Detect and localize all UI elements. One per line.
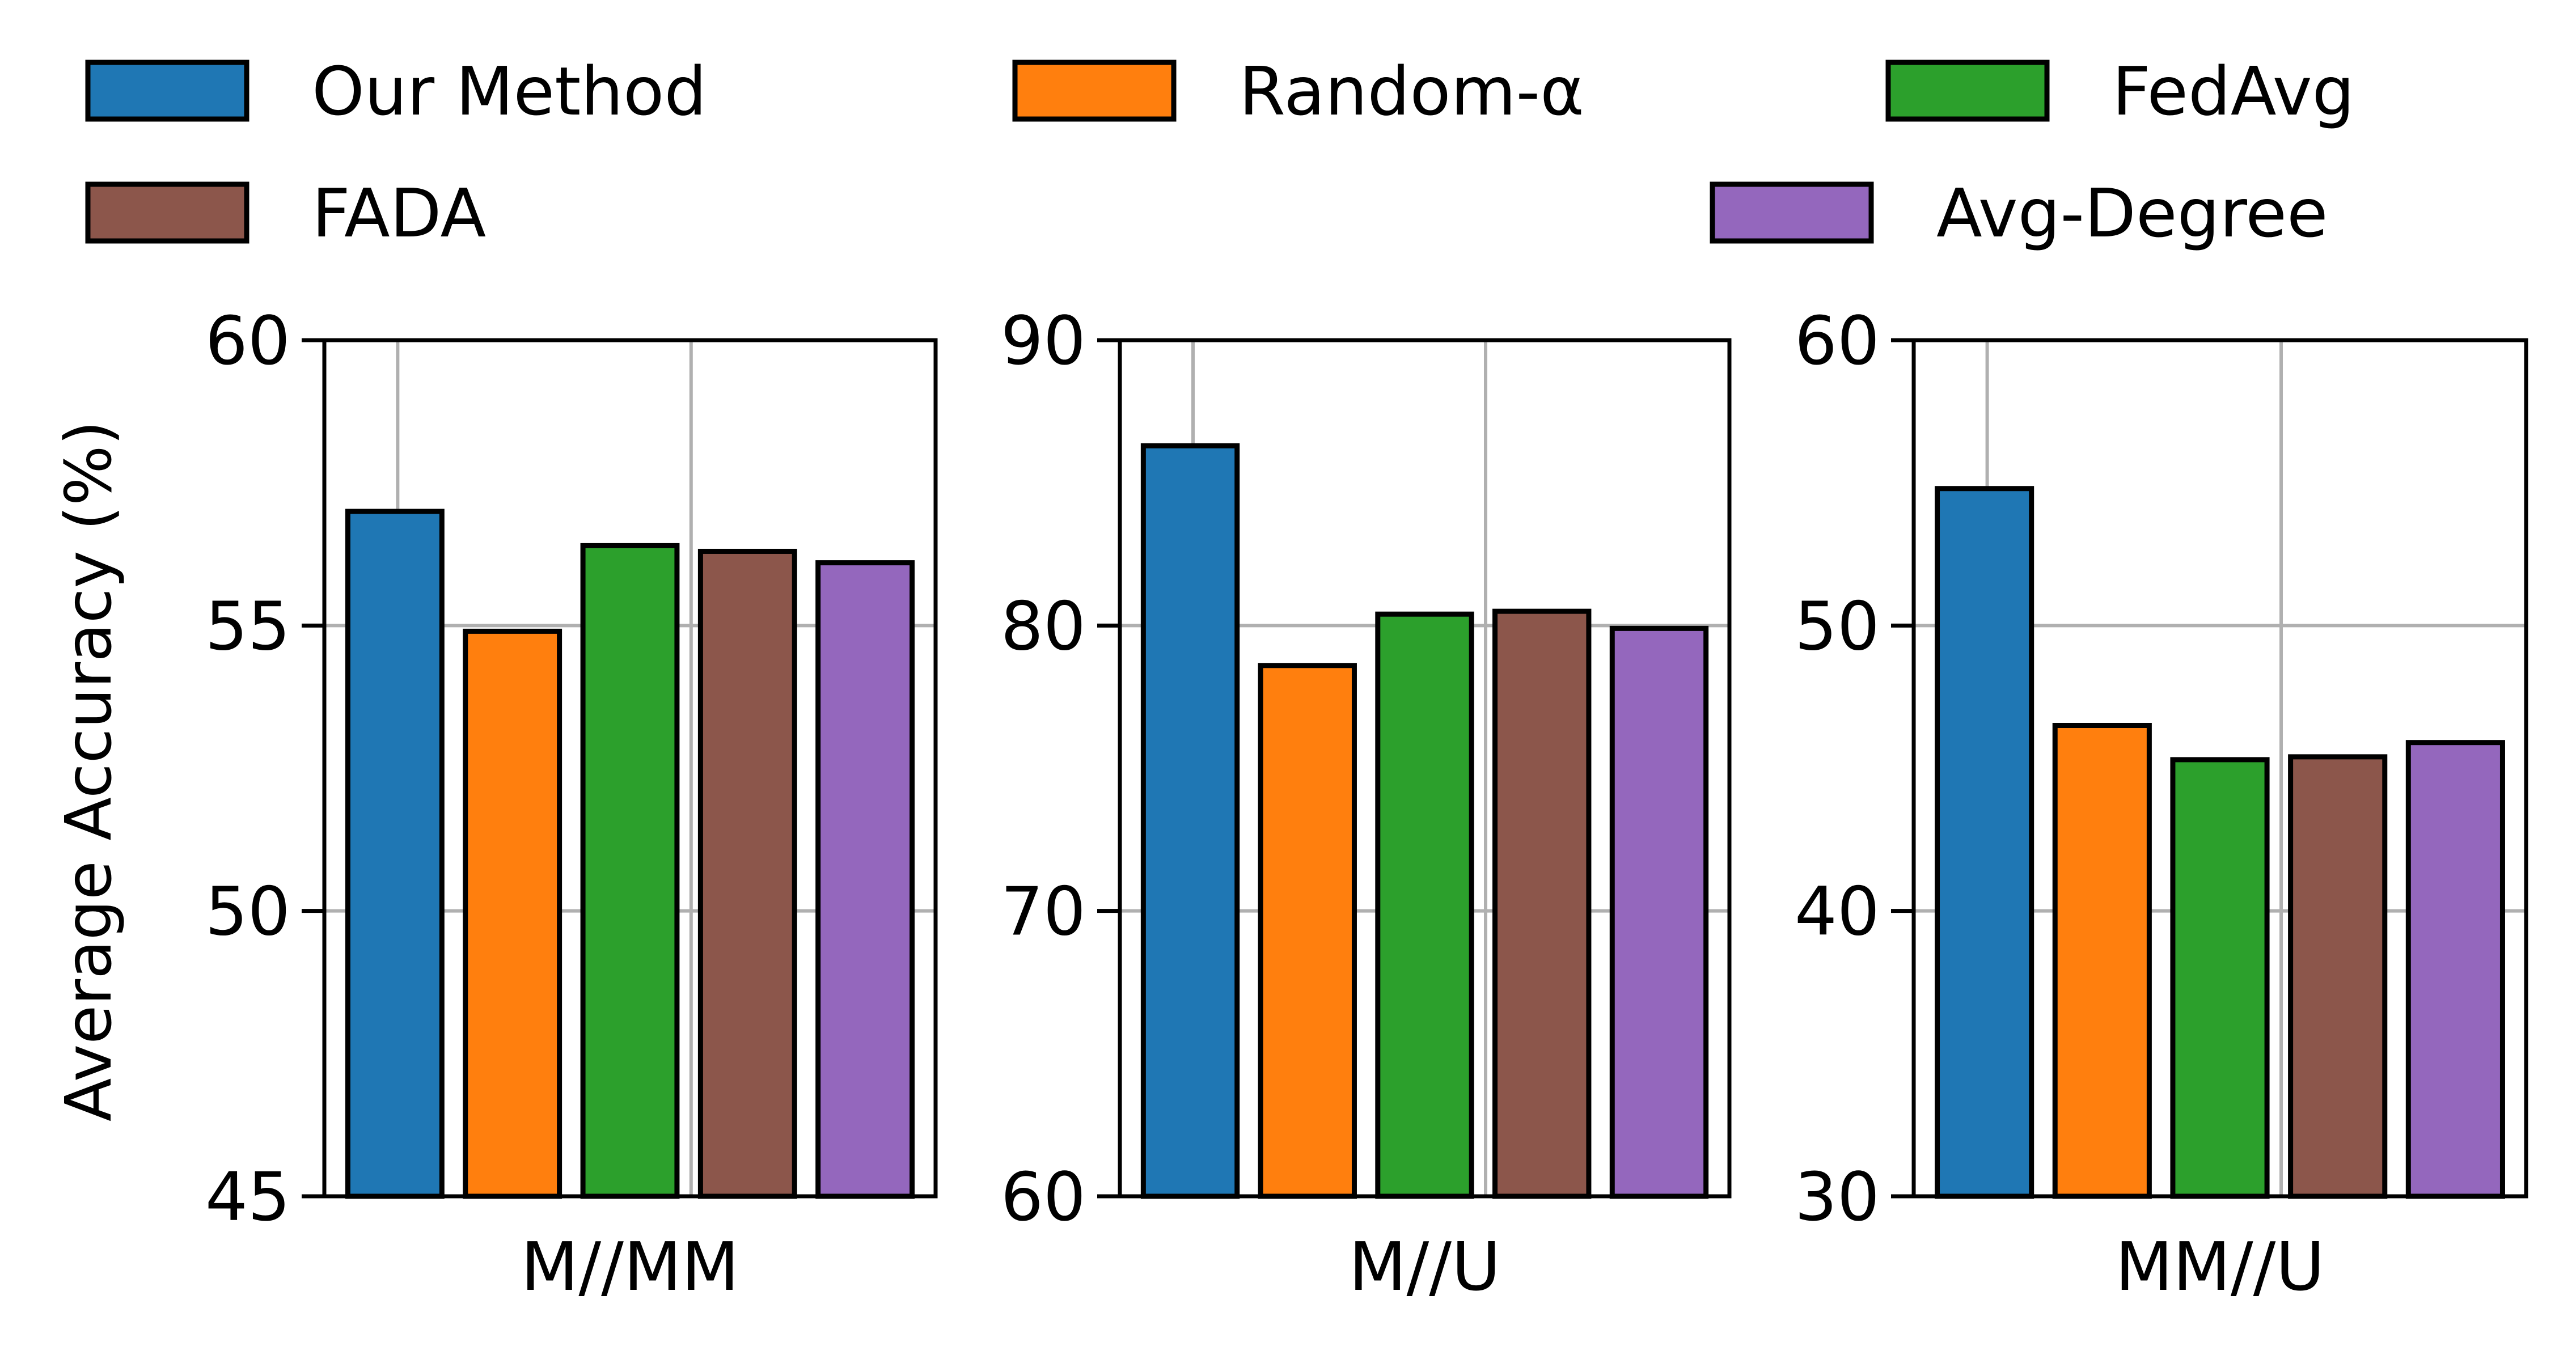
legend-swatch xyxy=(1712,184,1871,241)
y-tick-label: 45 xyxy=(205,1158,290,1236)
legend-label: Avg-Degree xyxy=(1936,174,2328,252)
legend-swatch xyxy=(1015,62,1174,119)
y-tick-label: 50 xyxy=(1795,587,1880,665)
panel-1: 45 50 55 60 M//MM xyxy=(205,302,936,1306)
legend-entry: Avg-Degree xyxy=(1712,174,2328,252)
x-category-label: M//MM xyxy=(521,1227,739,1306)
legend-swatch xyxy=(1888,62,2047,119)
panels: 45 50 55 60 M//MM 60 70 80 90 M//U 30 40 50 60 MM//U xyxy=(205,302,2526,1306)
panel-2: 60 70 80 90 M//U xyxy=(1001,302,1729,1306)
bar xyxy=(583,545,677,1196)
bar xyxy=(1260,666,1354,1196)
legend-label: Random-α xyxy=(1239,52,1584,130)
legend-swatch xyxy=(88,184,247,241)
legend-entry: Random-α xyxy=(1015,52,1584,130)
y-tick-label: 40 xyxy=(1795,873,1880,951)
bar xyxy=(1612,628,1706,1196)
y-tick-label: 80 xyxy=(1001,587,1086,665)
bar xyxy=(348,511,442,1196)
legend-entry: FedAvg xyxy=(1888,52,2354,130)
bar xyxy=(2408,743,2502,1196)
bar xyxy=(1378,614,1471,1196)
y-tick-label: 70 xyxy=(1001,873,1086,951)
bar xyxy=(700,551,794,1196)
bar xyxy=(2291,757,2385,1196)
bar xyxy=(1143,446,1237,1196)
legend-entry: FADA xyxy=(88,174,486,252)
x-category-label: MM//U xyxy=(2115,1227,2325,1306)
y-tick-label: 50 xyxy=(205,873,290,951)
x-category-label: M//U xyxy=(1349,1227,1501,1306)
y-tick-label: 90 xyxy=(1001,302,1086,380)
legend-swatch xyxy=(88,62,247,119)
legend-label: FADA xyxy=(312,174,486,252)
legend-label: Our Method xyxy=(312,52,707,130)
bar xyxy=(2055,726,2149,1197)
bar xyxy=(1495,611,1589,1196)
y-tick-label: 60 xyxy=(1795,302,1880,380)
y-tick-label: 60 xyxy=(1001,1158,1086,1236)
legend-label: FedAvg xyxy=(2112,52,2354,130)
bar xyxy=(818,563,912,1196)
bar xyxy=(1938,489,2032,1196)
y-tick-label: 55 xyxy=(205,587,290,665)
legend: Our Method Random-α FedAvg FADA Avg-Degree xyxy=(88,52,2354,252)
bar xyxy=(466,631,560,1196)
y-tick-label: 60 xyxy=(205,302,290,380)
bar xyxy=(2173,760,2267,1196)
panel-3: 30 40 50 60 MM//U xyxy=(1795,302,2526,1306)
legend-entry: Our Method xyxy=(88,52,707,130)
y-axis-label: Average Accuracy (%) xyxy=(52,421,126,1121)
y-tick-label: 30 xyxy=(1795,1158,1880,1236)
